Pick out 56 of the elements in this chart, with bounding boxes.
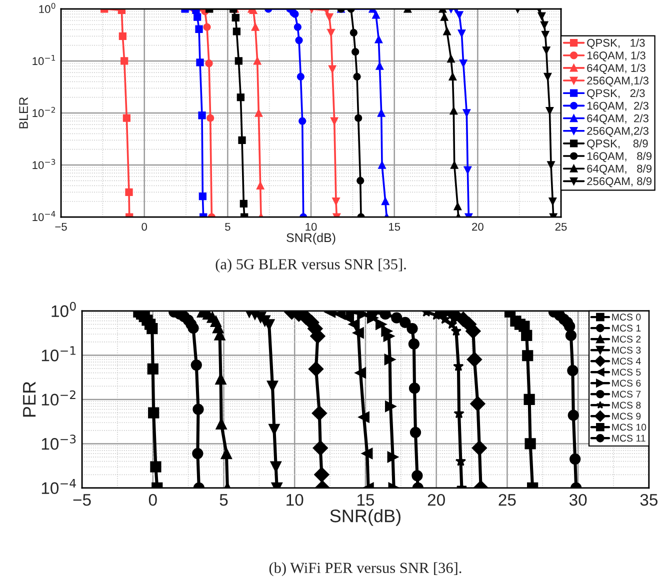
y-axis-title: PER xyxy=(23,382,36,417)
legend-label: 16QAM, 8/9 xyxy=(587,152,652,162)
x-tick-label: 5 xyxy=(225,222,230,231)
x-axis-title: SNR(dB) xyxy=(330,509,400,526)
x-tick-label: 20 xyxy=(428,494,445,506)
x-tick-label: 35 xyxy=(640,494,658,506)
text: (b) WiFi PER versus SNR [36]. xyxy=(269,562,462,576)
legend-label: MCS 5 xyxy=(612,368,641,376)
legend-label: MCS 3 xyxy=(612,346,641,354)
legend-label: 16QAM, 2/3 xyxy=(587,102,648,112)
y-axis-title: BLER xyxy=(19,97,28,128)
legend-label: 64QAM, 1/3 xyxy=(587,64,646,74)
legend-label: 256QAM, 8/9 xyxy=(587,177,652,188)
legend-label: QPSK, 2/3 xyxy=(587,88,645,100)
y-tick-label: 10$^{−4}$ xyxy=(42,479,76,494)
x-tick-label: 15 xyxy=(357,494,374,506)
y-tick-label: 10$^{0}$ xyxy=(52,302,76,318)
x-tick-label: 20 xyxy=(472,222,484,231)
legend-label: QPSK, 1/3 xyxy=(587,38,645,49)
legend-label: MCS 1 xyxy=(612,324,641,332)
x-tick-label: 25 xyxy=(498,494,516,506)
legend-label: QPSK, 8/9 xyxy=(587,139,648,150)
y-tick-label: 10$^{−2}$ xyxy=(32,106,55,118)
x-tick-label: 15 xyxy=(389,222,400,231)
x-axis-title: SNR(dB) xyxy=(286,232,336,245)
y-tick-label: 10$^{−3}$ xyxy=(42,434,76,450)
y-tick-label: 10$^{−4}$ xyxy=(32,211,56,222)
legend-label: MCS 9 xyxy=(612,412,641,420)
legend-label: MCS 2 xyxy=(612,336,641,343)
legend-label: MCS 4 xyxy=(612,358,641,365)
legend-label: MCS 10 xyxy=(612,424,646,431)
y-tick-label: 10$^{−1}$ xyxy=(42,346,76,362)
legend-label: MCS 8 xyxy=(612,402,641,409)
text: (a) 5G BLER versus SNR [35]. xyxy=(216,258,406,272)
legend-label: 64QAM, 2/3 xyxy=(587,114,648,124)
y-tick-label: 10$^{0}$ xyxy=(39,2,56,14)
x-tick-label: −5 xyxy=(55,222,67,231)
legend-label: 256QAM,2/3 xyxy=(587,126,648,137)
x-tick-label: 25 xyxy=(555,222,567,231)
legend-label: 64QAM, 8/9 xyxy=(587,164,652,175)
legend-label: 16QAM, 1/3 xyxy=(587,51,646,62)
y-tick-label: 10$^{−1}$ xyxy=(32,55,56,66)
x-tick-label: −5 xyxy=(73,494,91,506)
y-tick-label: 10$^{−2}$ xyxy=(42,390,76,406)
x-tick-label: 0 xyxy=(142,222,148,231)
x-tick-label: 10 xyxy=(286,494,304,506)
legend-label: MCS 6 xyxy=(612,380,641,387)
x-tick-label: 10 xyxy=(306,222,317,231)
legend-label: MCS 0 xyxy=(612,314,641,321)
legend-label: 256QAM,1/3 xyxy=(587,76,648,87)
x-tick-label: 5 xyxy=(220,494,228,506)
y-tick-label: 10$^{−3}$ xyxy=(32,158,56,170)
legend-label: MCS 11 xyxy=(612,434,646,442)
x-tick-label: 0 xyxy=(148,494,157,506)
x-tick-label: 30 xyxy=(569,494,587,506)
legend-label: MCS 7 xyxy=(612,390,641,398)
